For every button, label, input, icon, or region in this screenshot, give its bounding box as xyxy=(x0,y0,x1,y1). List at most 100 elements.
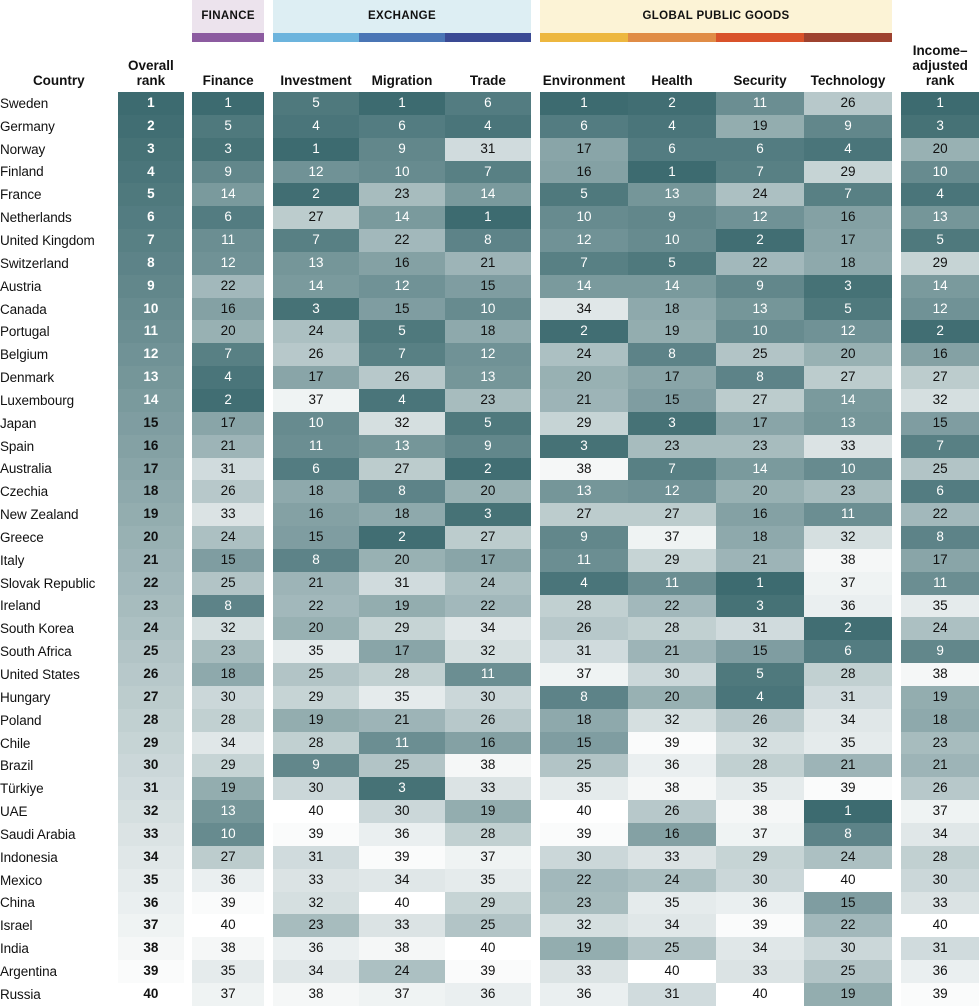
cell-security: 14 xyxy=(716,457,804,481)
cell-overall-rank: 23 xyxy=(117,594,185,618)
cell-migration-container: 21 xyxy=(359,708,445,732)
cell-trade: 27 xyxy=(444,526,531,549)
cell-environment-container: 34 xyxy=(540,297,629,321)
cell-technology: 11 xyxy=(803,503,892,527)
cell-technology: 15 xyxy=(803,891,892,915)
cell-trade: 4 xyxy=(444,114,531,138)
cell-trade-container: 36 xyxy=(444,982,531,1006)
country-label: Greece xyxy=(0,529,44,545)
cell-income-adjusted-rank: 24 xyxy=(901,617,979,641)
cell-environment-container: 38 xyxy=(540,457,629,481)
cell-technology: 16 xyxy=(803,206,892,230)
cell-overall-rank: 35 xyxy=(117,868,185,892)
cell-overall-rank: 37 xyxy=(117,914,185,938)
cell-finance-container: 8 xyxy=(192,594,264,618)
cell-trade-container: 26 xyxy=(444,708,531,732)
column-gap xyxy=(264,869,273,892)
cell-trade-container: 19 xyxy=(444,800,531,823)
cell-health-container: 7 xyxy=(628,457,717,481)
cell-income-adjusted-rank: 37 xyxy=(901,800,979,823)
cell-overall-rank: 11 xyxy=(117,320,185,344)
cell-security: 15 xyxy=(716,640,804,664)
cell-trade: 25 xyxy=(444,914,531,938)
cell-environment: 6 xyxy=(540,114,629,138)
cell-migration-container: 14 xyxy=(359,206,445,230)
cell-trade-container: 23 xyxy=(444,388,531,412)
column-gap xyxy=(264,526,273,549)
cell-trade-container: 18 xyxy=(444,320,531,344)
rule-gap xyxy=(531,33,540,42)
cell-finance-container: 13 xyxy=(192,800,264,823)
country-label: Austria xyxy=(0,278,42,294)
cell-health: 32 xyxy=(628,708,717,732)
cell-investment-container: 17 xyxy=(273,366,360,389)
cell-investment: 37 xyxy=(273,388,360,412)
cell-investment-container: 20 xyxy=(273,617,360,641)
cell-finance-container: 34 xyxy=(192,731,264,755)
column-gap xyxy=(264,983,273,1006)
column-gap xyxy=(531,937,540,960)
cell-technology-container: 33 xyxy=(803,434,892,458)
cell-migration-container: 31 xyxy=(359,571,445,595)
cell-investment: 33 xyxy=(273,868,360,892)
cell-finance: 12 xyxy=(192,251,264,275)
cell-overall-rank-container: 6 xyxy=(117,206,185,230)
column-gap xyxy=(892,549,901,572)
cell-investment-container: 13 xyxy=(273,251,360,275)
column-gap xyxy=(892,846,901,869)
cell-investment-container: 6 xyxy=(273,457,360,481)
cell-trade: 24 xyxy=(444,571,531,595)
cell-technology-container: 23 xyxy=(803,480,892,504)
cell-overall-rank-container: 35 xyxy=(117,868,185,892)
cell-migration: 17 xyxy=(359,640,445,664)
column-gap xyxy=(184,572,192,595)
column-gap xyxy=(264,709,273,732)
cell-security: 8 xyxy=(716,366,804,389)
cell-finance-container: 14 xyxy=(192,183,264,207)
cell-security-container: 22 xyxy=(716,251,804,275)
cell-security-container: 14 xyxy=(716,457,804,481)
cell-trade-container: 15 xyxy=(444,274,531,298)
cell-environment: 10 xyxy=(540,206,629,230)
cell-health: 13 xyxy=(628,183,717,207)
cell-trade: 39 xyxy=(444,960,531,983)
cell-migration-container: 13 xyxy=(359,434,445,458)
cell-finance-container: 23 xyxy=(192,640,264,664)
cell-income-adjusted-rank-container: 40 xyxy=(901,914,979,938)
cell-investment: 27 xyxy=(273,206,360,230)
cell-income-adjusted-rank: 11 xyxy=(901,571,979,595)
cell-security-container: 5 xyxy=(716,663,804,686)
cell-migration: 12 xyxy=(359,274,445,298)
cell-security-container: 15 xyxy=(716,640,804,664)
cell-health-container: 8 xyxy=(628,343,717,367)
cell-health: 23 xyxy=(628,434,717,458)
cell-migration-container: 15 xyxy=(359,297,445,321)
cell-trade-container: 9 xyxy=(444,434,531,458)
cell-overall-rank: 6 xyxy=(117,206,185,230)
cell-overall-rank-container: 38 xyxy=(117,937,185,961)
cell-finance: 16 xyxy=(192,297,264,321)
cell-income-adjusted-rank: 10 xyxy=(901,160,979,184)
table-row: Indonesia 34 27 31 39 37 30 33 29 24 28 xyxy=(0,845,979,869)
cell-technology: 5 xyxy=(803,297,892,321)
cell-migration-container: 2 xyxy=(359,526,445,549)
country-label: Poland xyxy=(0,712,42,728)
cell-health: 29 xyxy=(628,548,717,572)
cell-overall-rank-container: 19 xyxy=(117,503,185,527)
column-header-income-adjusted-rank: Income– adjusted rank xyxy=(912,43,968,88)
cell-health: 1 xyxy=(628,160,717,184)
cell-overall-rank-container: 40 xyxy=(117,982,185,1006)
cell-security: 23 xyxy=(716,434,804,458)
cell-environment-container: 16 xyxy=(540,160,629,184)
cell-health: 35 xyxy=(628,891,717,915)
cell-trade: 18 xyxy=(444,320,531,344)
cell-investment: 18 xyxy=(273,480,360,504)
cell-investment: 39 xyxy=(273,823,360,846)
group-banner-exchange-label: EXCHANGE xyxy=(273,0,531,33)
cell-investment: 11 xyxy=(273,434,360,458)
cell-trade-container: 5 xyxy=(444,411,531,435)
cell-migration: 8 xyxy=(359,480,445,504)
cell-finance-container: 3 xyxy=(192,137,264,161)
cell-environment: 37 xyxy=(540,663,629,686)
column-gap xyxy=(184,846,192,869)
